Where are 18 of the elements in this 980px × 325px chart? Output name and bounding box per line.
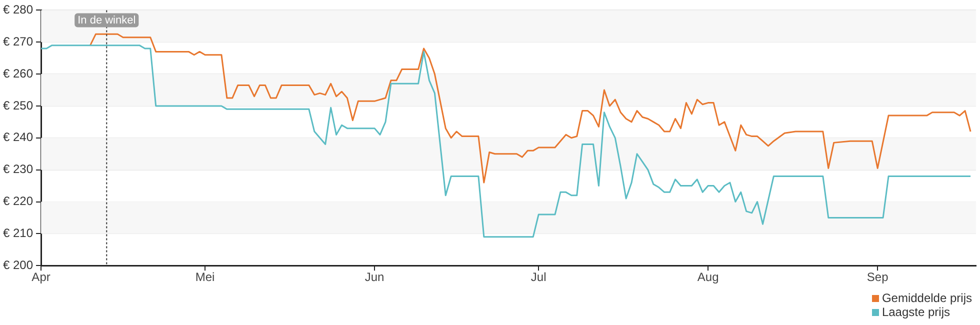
y-tick-label: € 230: [3, 162, 34, 176]
x-tick-label: Mei: [195, 270, 215, 284]
y-tick-label: € 210: [3, 226, 34, 240]
x-tick-label: Apr: [32, 270, 50, 284]
legend-label: Gemiddelde prijs: [882, 291, 972, 305]
y-tick-label: € 280: [3, 2, 34, 17]
y-tick-label: € 260: [3, 66, 34, 80]
y-tick-label: € 200: [3, 258, 34, 272]
y-tick-label: € 220: [3, 194, 34, 208]
y-tick-label: € 250: [3, 98, 34, 112]
x-tick-label: Aug: [697, 270, 719, 284]
x-tick-label: Jun: [364, 270, 384, 284]
ref-line-label: In de winkel: [78, 14, 136, 27]
x-tick-label: Jul: [530, 270, 546, 284]
x-tick-label: Sep: [866, 270, 889, 284]
legend-label: Laagste prijs: [882, 305, 950, 319]
y-tick-label: € 240: [3, 130, 34, 144]
y-tick-label: € 270: [3, 34, 34, 48]
